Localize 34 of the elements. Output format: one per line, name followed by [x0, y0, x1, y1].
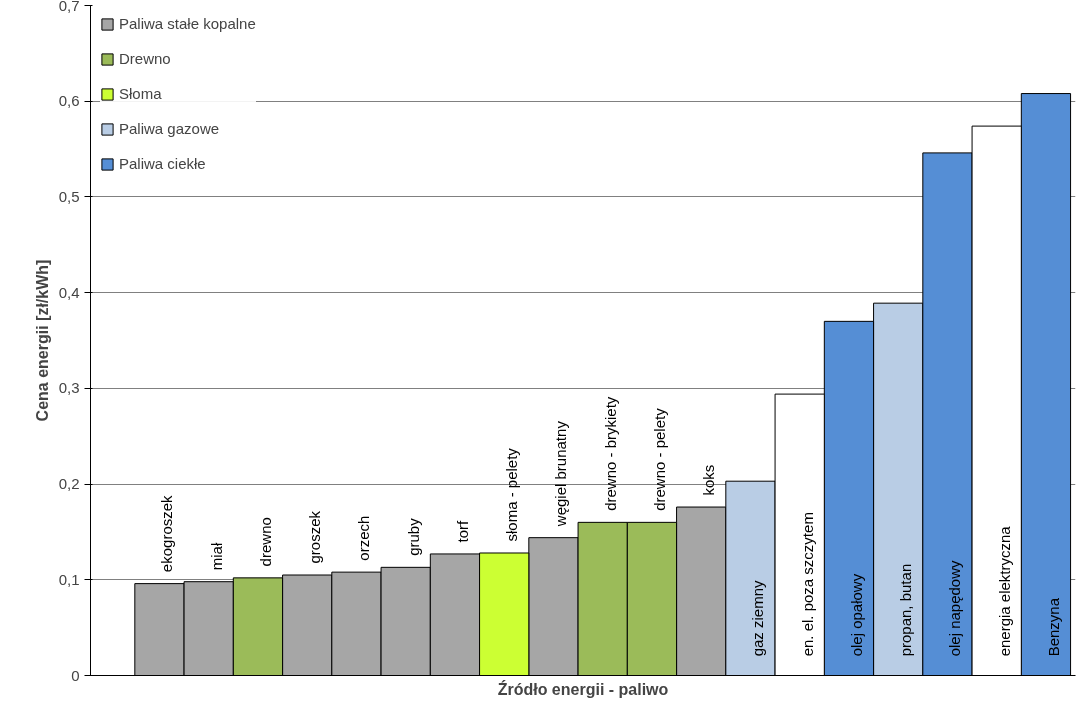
- y-axis-title: Cena energii [zł/kWh]: [33, 259, 51, 422]
- x-tick-label: olej napędowy: [946, 559, 964, 657]
- x-tick-label: Benzyna: [1044, 597, 1062, 657]
- legend-label: Słoma: [119, 85, 162, 102]
- y-tick-label: 0,1: [58, 570, 80, 588]
- x-tick-label: torf: [453, 519, 471, 543]
- x-axis-title: Źródło energii - paliwo: [497, 679, 669, 698]
- x-tick-label: olej opałowy: [847, 573, 865, 657]
- y-tick-label: 0,7: [58, 0, 80, 14]
- y-tick-label: 0,6: [58, 92, 80, 110]
- x-tick-label: drewno: [256, 517, 274, 567]
- x-tick-label: orzech: [355, 515, 373, 561]
- x-tick-label: węgiel brunatny: [552, 420, 570, 528]
- x-tick-label: ekogroszek: [158, 494, 176, 573]
- y-tick-label: 0,2: [58, 475, 80, 493]
- x-tick-label: miał: [207, 542, 225, 571]
- legend-label: Paliwa ciekłe: [119, 155, 206, 172]
- x-tick-label: en. el. poza szczytem: [798, 512, 816, 657]
- y-tick-label: 0,4: [58, 283, 80, 301]
- legend-label: Paliwa stałe kopalne: [119, 15, 256, 32]
- x-tick-label: słoma - pelety: [503, 447, 521, 542]
- y-tick-label: 0: [71, 666, 80, 684]
- legend-label: Drewno: [119, 50, 171, 67]
- x-tick-label: koks: [700, 464, 718, 496]
- legend-label: Paliwa gazowe: [119, 120, 220, 137]
- x-tick-label: groszek: [306, 510, 324, 564]
- x-tick-label: gruby: [404, 517, 422, 556]
- x-tick-label: propan, butan: [897, 563, 915, 657]
- y-tick-label: 0,3: [58, 379, 80, 397]
- x-tick-label: energia elektryczna: [995, 525, 1013, 657]
- x-tick-label: gaz ziemny: [749, 579, 767, 657]
- y-tick-label: 0,5: [58, 187, 80, 205]
- x-tick-label: drewno - brykiety: [601, 396, 619, 511]
- x-tick-label: drewno - pelety: [650, 407, 668, 511]
